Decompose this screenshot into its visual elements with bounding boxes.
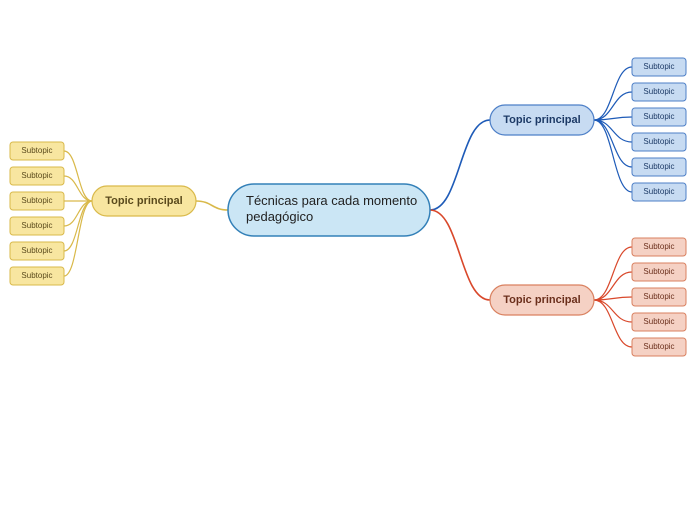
connector-yellow-sub-4	[64, 201, 92, 251]
subtopic-label-blue-5: Subtopic	[643, 187, 674, 196]
subtopic-label-yellow-1: Subtopic	[21, 171, 52, 180]
connector-yellow-sub-0	[64, 151, 92, 201]
subtopic-label-yellow-5: Subtopic	[21, 271, 52, 280]
topic-label-yellow: Topic principal	[105, 195, 182, 207]
connector-central-to-blue	[430, 120, 490, 210]
subtopic-label-yellow-3: Subtopic	[21, 221, 52, 230]
connector-blue-sub-1	[594, 92, 632, 120]
subtopic-label-red-0: Subtopic	[643, 242, 674, 251]
connector-yellow-sub-5	[64, 201, 92, 276]
subtopic-label-yellow-2: Subtopic	[21, 196, 52, 205]
subtopic-label-red-3: Subtopic	[643, 317, 674, 326]
connector-central-to-red	[430, 210, 490, 300]
subtopic-label-yellow-0: Subtopic	[21, 146, 52, 155]
subtopic-label-blue-2: Subtopic	[643, 112, 674, 121]
subtopic-label-blue-1: Subtopic	[643, 87, 674, 96]
connector-red-sub-4	[594, 300, 632, 347]
subtopic-label-yellow-4: Subtopic	[21, 246, 52, 255]
subtopic-label-red-1: Subtopic	[643, 267, 674, 276]
topic-label-red: Topic principal	[503, 294, 580, 306]
connector-yellow-sub-1	[64, 176, 92, 201]
topic-label-blue: Topic principal	[503, 114, 580, 126]
connector-red-sub-3	[594, 300, 632, 322]
subtopic-label-blue-0: Subtopic	[643, 62, 674, 71]
connector-blue-sub-4	[594, 120, 632, 167]
connector-central-to-yellow	[196, 201, 228, 210]
connector-red-sub-1	[594, 272, 632, 300]
subtopic-label-blue-4: Subtopic	[643, 162, 674, 171]
subtopic-label-blue-3: Subtopic	[643, 137, 674, 146]
connector-yellow-sub-3	[64, 201, 92, 226]
subtopic-label-red-4: Subtopic	[643, 342, 674, 351]
mindmap-canvas: Técnicas para cada momentopedagógicoTopi…	[0, 0, 696, 520]
subtopic-label-red-2: Subtopic	[643, 292, 674, 301]
